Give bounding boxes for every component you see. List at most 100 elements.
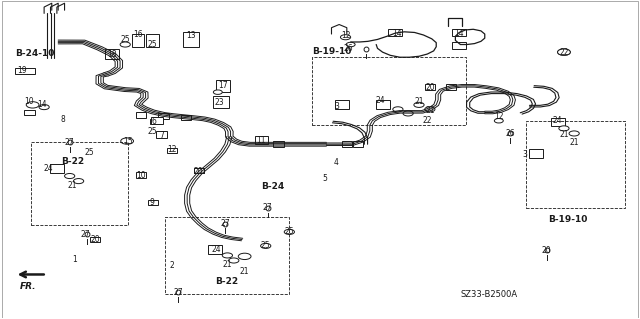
Text: 21: 21: [414, 97, 424, 106]
Text: 12: 12: [167, 145, 177, 154]
Text: 20: 20: [542, 246, 552, 255]
Bar: [156, 131, 168, 138]
Circle shape: [569, 131, 579, 136]
Text: 22: 22: [422, 116, 432, 125]
Text: 21: 21: [570, 137, 579, 146]
Text: 1: 1: [72, 255, 77, 264]
Text: 20: 20: [90, 235, 100, 244]
Bar: [216, 80, 230, 93]
Text: B-22: B-22: [61, 157, 84, 166]
Bar: [193, 168, 204, 174]
Text: 6: 6: [152, 117, 156, 126]
Circle shape: [284, 229, 294, 234]
Circle shape: [26, 102, 39, 108]
Text: 27: 27: [173, 288, 183, 297]
Text: 25: 25: [261, 241, 271, 250]
Bar: [273, 141, 284, 147]
Bar: [425, 84, 435, 90]
Text: 23: 23: [214, 99, 224, 108]
Text: 24: 24: [376, 96, 385, 105]
Text: 27: 27: [263, 203, 273, 212]
Text: 25: 25: [120, 35, 130, 44]
Circle shape: [559, 126, 569, 131]
Bar: [148, 199, 158, 205]
Circle shape: [39, 105, 49, 110]
Bar: [353, 141, 364, 147]
Circle shape: [222, 253, 232, 258]
Bar: [529, 149, 543, 158]
Text: 11: 11: [257, 136, 266, 145]
Circle shape: [260, 243, 271, 249]
Text: 4: 4: [333, 158, 339, 167]
Text: 5: 5: [322, 174, 327, 183]
Bar: [452, 42, 467, 49]
Bar: [335, 100, 349, 109]
Text: B-19-10: B-19-10: [548, 215, 588, 224]
Text: 2: 2: [170, 261, 174, 271]
Text: 19: 19: [17, 66, 27, 75]
Text: 14: 14: [37, 100, 47, 109]
Bar: [207, 245, 221, 254]
Circle shape: [340, 35, 351, 40]
Bar: [15, 68, 35, 74]
Circle shape: [120, 42, 131, 47]
Text: 7: 7: [159, 131, 164, 140]
Bar: [136, 112, 147, 118]
Text: B-24-10: B-24-10: [15, 48, 54, 58]
Circle shape: [213, 90, 222, 94]
Text: 21: 21: [425, 106, 435, 115]
Text: 9: 9: [150, 198, 154, 207]
Text: SZ33-B2500A: SZ33-B2500A: [461, 290, 518, 299]
Bar: [166, 217, 289, 294]
Circle shape: [414, 102, 424, 108]
Text: 27: 27: [221, 219, 230, 228]
Text: 25: 25: [148, 127, 157, 136]
Text: B-24: B-24: [261, 182, 285, 191]
Bar: [342, 141, 352, 147]
Text: 24: 24: [44, 164, 53, 173]
Circle shape: [425, 107, 435, 112]
Text: 26: 26: [344, 44, 353, 54]
Circle shape: [557, 49, 570, 55]
Text: 10: 10: [24, 97, 35, 106]
Bar: [106, 49, 120, 59]
Text: 17: 17: [218, 81, 228, 90]
Text: B-22: B-22: [214, 277, 237, 286]
Bar: [152, 117, 163, 124]
Bar: [147, 34, 159, 47]
Text: 18: 18: [108, 49, 117, 59]
Text: 25: 25: [84, 148, 93, 157]
Bar: [255, 136, 268, 144]
Circle shape: [403, 111, 413, 116]
Bar: [550, 118, 564, 126]
Text: 22: 22: [559, 48, 569, 57]
Text: 14: 14: [392, 29, 401, 38]
Bar: [180, 115, 191, 121]
Text: 21: 21: [559, 130, 569, 139]
Text: 25: 25: [285, 227, 294, 236]
Bar: [136, 172, 147, 178]
Bar: [150, 119, 161, 124]
Bar: [312, 57, 466, 125]
Text: 21: 21: [223, 260, 232, 270]
Bar: [388, 29, 403, 36]
Text: 21: 21: [240, 267, 250, 276]
Text: 12: 12: [340, 31, 350, 40]
Bar: [193, 168, 204, 174]
Bar: [256, 137, 266, 143]
Bar: [213, 96, 229, 108]
Text: 3: 3: [522, 150, 527, 159]
Text: 21: 21: [67, 181, 77, 190]
Bar: [50, 164, 64, 173]
Text: 24: 24: [553, 116, 563, 125]
Bar: [525, 121, 625, 208]
Text: 20: 20: [194, 167, 204, 176]
Text: 8: 8: [61, 115, 66, 124]
Circle shape: [557, 49, 570, 55]
Bar: [24, 110, 35, 115]
Text: B-19-10: B-19-10: [312, 47, 352, 56]
Text: 20: 20: [425, 83, 435, 92]
Text: 16: 16: [133, 30, 143, 39]
Circle shape: [346, 42, 355, 47]
Bar: [31, 142, 129, 225]
